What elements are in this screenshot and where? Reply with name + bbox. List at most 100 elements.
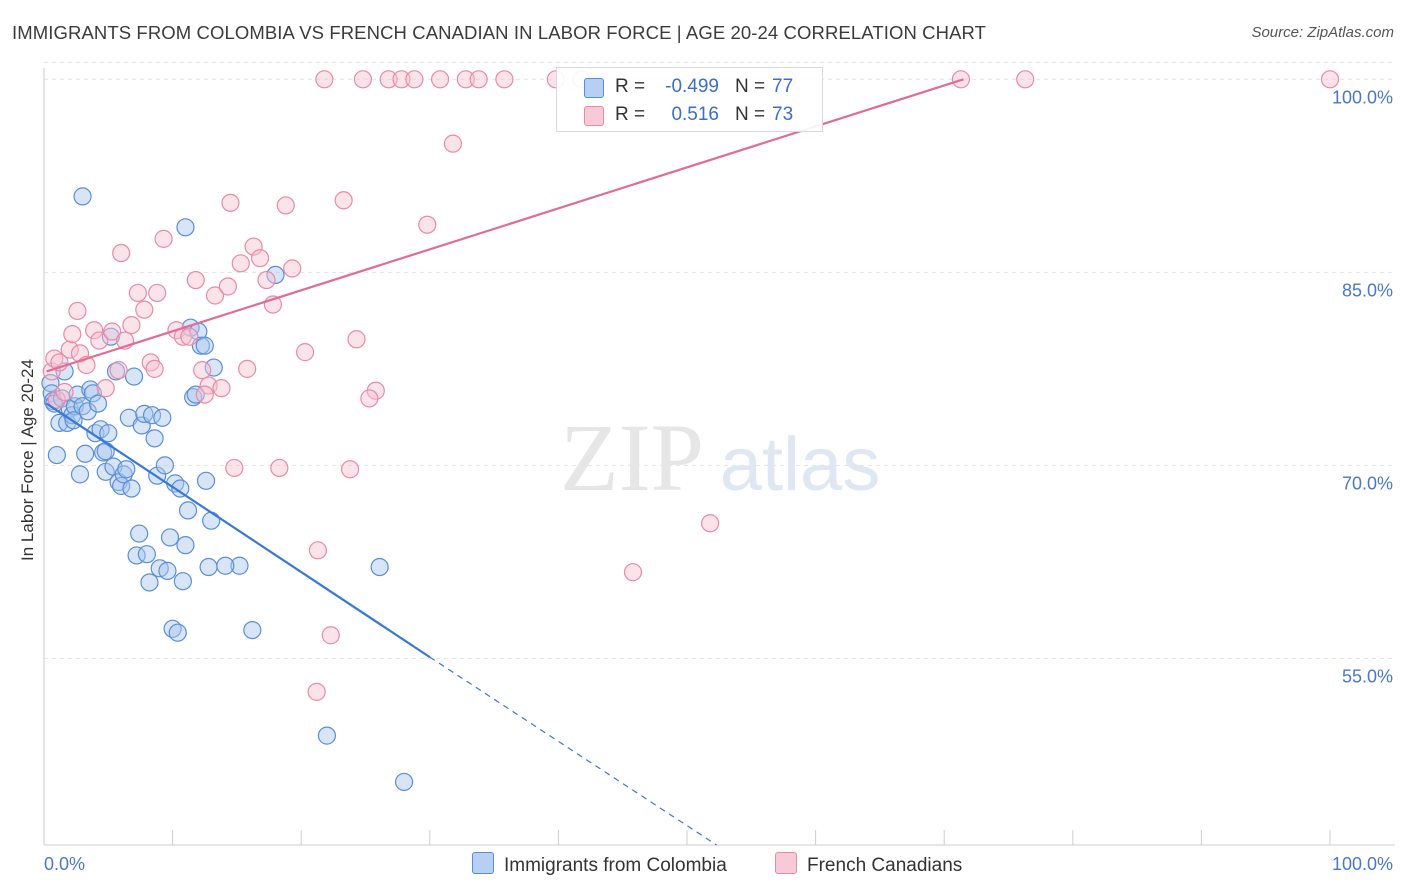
- french-canadian-point-11: [96, 379, 115, 398]
- colombia-point-36: [130, 524, 149, 543]
- french-canadian-point-13: [109, 361, 128, 380]
- french-canadian-point-34: [250, 249, 270, 268]
- colombia-point-38: [135, 404, 154, 423]
- french-canadian-point-19: [148, 283, 167, 303]
- colombia-point-47: [158, 561, 177, 580]
- french-canadian-point-45: [340, 460, 360, 479]
- french-canadian-point-28: [212, 379, 231, 398]
- colombia-point-42: [145, 429, 164, 448]
- legend-swatch-blue: [584, 78, 604, 98]
- legend-n-value: 77: [772, 76, 794, 97]
- french-canadian-point-10: [90, 331, 109, 350]
- french-canadian-point-53: [418, 215, 437, 234]
- french-canadian-point-61: [623, 563, 643, 582]
- colombia-point-70: [370, 557, 389, 577]
- bottom-legend-swatch-blue: [472, 852, 494, 874]
- colombia-point-13: [70, 465, 90, 484]
- legend-swatch-pink: [584, 106, 604, 126]
- french-canadian-point-68: [221, 193, 240, 212]
- y-tick-label-2: 70.0%: [1342, 473, 1393, 493]
- colombia-point-15: [76, 444, 95, 463]
- watermark: ZIP atlas: [560, 404, 880, 511]
- watermark-zip: ZIP: [560, 404, 704, 511]
- x-tick-labels: 0.0% 100.0%: [44, 854, 1393, 874]
- axes: [43, 68, 1395, 846]
- y-tick-label-1: 85.0%: [1342, 280, 1393, 300]
- colombia-point-66: [230, 556, 249, 575]
- colombia-point-4: [47, 445, 66, 465]
- french-canadian-point-54: [430, 70, 450, 89]
- french-canadian-point-16: [128, 283, 147, 303]
- french-canadian-point-4: [55, 382, 74, 402]
- colombia-point-48: [160, 528, 180, 547]
- legend-r-label: R =: [615, 76, 646, 97]
- colombia-point-46: [155, 456, 174, 475]
- french-canadian-point-67: [307, 682, 326, 701]
- french-canadian-point-5: [60, 340, 79, 359]
- colombia-point-53: [173, 572, 192, 591]
- french-canadian-point-44: [334, 191, 353, 210]
- colombia-point-71: [394, 772, 414, 792]
- french-canadian-point-6: [63, 325, 82, 344]
- french-canadian-point-12: [103, 322, 122, 341]
- french-canadian-point-37: [270, 458, 289, 478]
- french-canadian-point-15: [122, 315, 141, 335]
- colombia-point-55: [178, 501, 198, 520]
- french-canadian-point-65: [1016, 70, 1035, 89]
- french-canadian-point-47: [353, 70, 373, 89]
- french-canadian-point-30: [225, 458, 244, 478]
- french-canadian-point-32: [238, 359, 257, 378]
- french-canadian-point-52: [405, 70, 424, 89]
- colombia-point-69: [317, 726, 337, 745]
- legend-r-label: R =: [615, 104, 646, 125]
- x-tick-label-0: 0.0%: [44, 854, 85, 874]
- legend-r-value: 0.516: [671, 104, 719, 125]
- colombia-point-72: [195, 336, 214, 355]
- colombia-point-73: [204, 358, 223, 377]
- colombia-point-57: [184, 388, 203, 407]
- french-canadian-point-72: [68, 301, 87, 321]
- watermark-atlas: atlas: [720, 422, 881, 507]
- french-canadian-point-9: [85, 321, 104, 340]
- colombia-point-52: [171, 479, 190, 498]
- french-canadian-point-49: [360, 389, 379, 408]
- colombia-point-30: [114, 465, 133, 484]
- french-canadian-point-35: [257, 270, 276, 290]
- colombia-point-14: [73, 397, 92, 416]
- french-canadian-point-41: [308, 541, 328, 560]
- colombia-point-64: [266, 265, 285, 285]
- french-canadian-point-46: [347, 330, 366, 349]
- colombia-point-54: [176, 536, 195, 555]
- french-canadian-point-25: [193, 361, 212, 380]
- colombia-point-24: [99, 424, 118, 443]
- legend-n-label: N =: [735, 104, 766, 125]
- french-canadian-point-20: [154, 229, 173, 248]
- colombia-trend-line: [45, 402, 431, 659]
- colombia-point-29: [112, 476, 131, 496]
- source-label: Source: ZipAtlas.com: [1251, 24, 1394, 41]
- colombia-point-65: [243, 620, 262, 640]
- colombia-trend-extension: [429, 656, 717, 846]
- french-canadian-point-31: [231, 254, 250, 273]
- colombia-point-40: [140, 573, 159, 592]
- french-canadian-point-40: [295, 343, 315, 362]
- french-canadian-point-23: [180, 327, 199, 346]
- bottom-legend-french-canadian: French Canadians: [775, 852, 962, 877]
- french-canadian-point-66: [1320, 70, 1340, 89]
- french-canadian-point-17: [135, 300, 154, 319]
- colombia-point-63: [176, 218, 195, 237]
- legend-r-value: -0.499: [665, 76, 719, 97]
- colombia-point-76: [196, 471, 216, 490]
- french-canadian-point-27: [205, 286, 225, 305]
- french-canadian-point-43: [321, 626, 340, 645]
- colombia-point-41: [142, 406, 162, 425]
- colombia-point-33: [122, 479, 141, 498]
- french-canadian-point-51: [392, 70, 411, 89]
- french-canadian-point-57: [469, 70, 488, 89]
- french-canadian-point-50: [379, 70, 398, 89]
- x-tick-label-1: 100.0%: [1332, 854, 1393, 874]
- y-tick-label-3: 55.0%: [1342, 666, 1393, 686]
- french-canadian-point-39: [283, 259, 302, 278]
- colombia-point-68: [216, 556, 235, 575]
